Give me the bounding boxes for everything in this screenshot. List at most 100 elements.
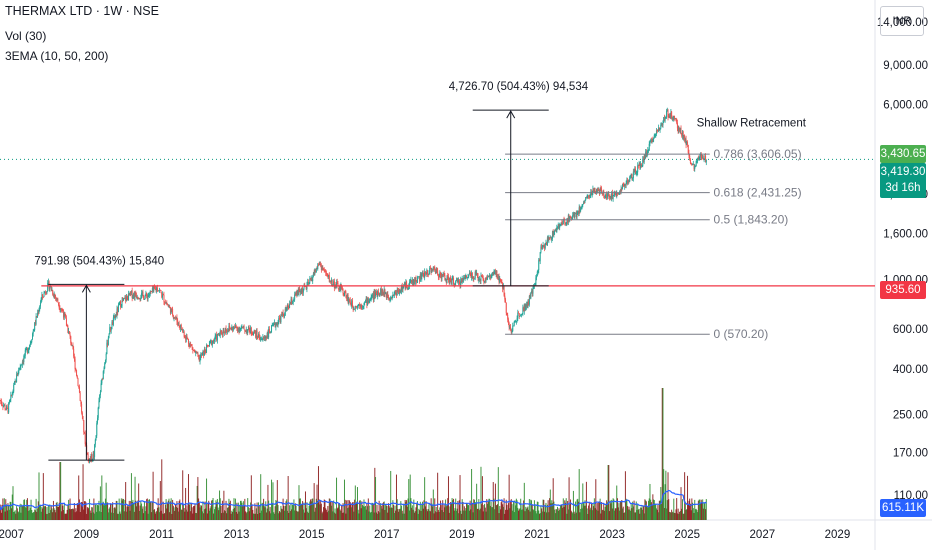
volume-bar bbox=[111, 504, 113, 520]
volume-bar bbox=[163, 513, 165, 520]
volume-bar bbox=[554, 509, 556, 520]
volume-bar bbox=[137, 500, 139, 520]
candle-body bbox=[587, 195, 589, 197]
candle-body bbox=[213, 340, 215, 341]
volume-bar bbox=[699, 499, 701, 520]
volume-bar bbox=[500, 502, 502, 520]
volume-bar bbox=[186, 505, 188, 520]
volume-bar bbox=[99, 486, 101, 520]
volume-bar bbox=[453, 510, 455, 520]
volume-bar bbox=[429, 510, 431, 520]
volume-bar bbox=[552, 478, 554, 520]
candle-body bbox=[395, 292, 397, 296]
volume-bar bbox=[35, 498, 37, 520]
candle-body bbox=[87, 453, 89, 459]
candle-body bbox=[333, 281, 335, 289]
candle-body bbox=[341, 287, 343, 289]
candle-body bbox=[624, 185, 626, 187]
volume-bar bbox=[296, 510, 298, 520]
candle-body bbox=[663, 117, 665, 123]
volume-bar bbox=[94, 504, 96, 520]
candle-body bbox=[415, 277, 417, 281]
volume-bar bbox=[481, 476, 483, 520]
volume-bar bbox=[52, 500, 54, 520]
candle-body bbox=[257, 336, 259, 338]
volume-bar bbox=[81, 501, 83, 520]
candle-body bbox=[408, 286, 410, 288]
candle-body bbox=[125, 297, 127, 301]
candle-body bbox=[79, 392, 81, 401]
volume-bar bbox=[181, 509, 183, 520]
candle-body bbox=[460, 278, 462, 284]
volume-bar bbox=[116, 501, 118, 520]
volume-bar bbox=[624, 471, 626, 520]
volume-bar bbox=[258, 506, 260, 520]
volume-bar bbox=[447, 498, 449, 520]
volume-bar bbox=[588, 502, 590, 520]
volume-bar bbox=[504, 513, 506, 520]
volume-indicator-label[interactable]: Vol (30) bbox=[5, 29, 47, 43]
volume-bar bbox=[385, 505, 387, 520]
volume-bar bbox=[151, 502, 153, 520]
candle-body bbox=[93, 453, 95, 458]
candle-body bbox=[454, 282, 456, 285]
volume-bar bbox=[442, 512, 444, 520]
volume-bar bbox=[112, 502, 114, 520]
currency-button[interactable]: INR bbox=[880, 6, 924, 36]
candle-body bbox=[197, 352, 199, 356]
candle-body bbox=[23, 355, 25, 362]
volume-bar bbox=[584, 500, 586, 520]
candle-body bbox=[117, 308, 119, 313]
volume-bar bbox=[117, 513, 119, 520]
volume-bar bbox=[311, 498, 313, 520]
volume-bar bbox=[319, 504, 321, 520]
candle-body bbox=[135, 292, 137, 296]
volume-bar bbox=[308, 505, 310, 520]
y-tick-label: 1,600.00 bbox=[883, 229, 928, 241]
volume-bar bbox=[215, 500, 217, 520]
candle-body bbox=[419, 276, 421, 282]
candle-body bbox=[113, 315, 115, 318]
volume-bar bbox=[603, 503, 605, 520]
volume-bar bbox=[593, 506, 595, 520]
volume-bar bbox=[595, 479, 597, 520]
candle-body bbox=[243, 325, 245, 330]
volume-bar bbox=[395, 474, 397, 520]
volume-bar bbox=[225, 500, 227, 520]
volume-bar bbox=[125, 482, 127, 520]
candle-body bbox=[145, 292, 147, 297]
volume-bar bbox=[407, 498, 409, 520]
volume-bar bbox=[320, 503, 322, 520]
volume-bar bbox=[597, 510, 599, 520]
ema-indicator-label[interactable]: 3EMA (10, 50, 200) bbox=[5, 49, 109, 63]
candle-body bbox=[260, 339, 262, 341]
volume-bar bbox=[471, 469, 473, 520]
volume-bar bbox=[441, 510, 443, 520]
volume-bar bbox=[558, 508, 560, 520]
candle-body bbox=[28, 347, 30, 351]
volume-bar bbox=[592, 503, 594, 520]
volume-bar bbox=[640, 507, 642, 520]
candle-body bbox=[266, 332, 268, 339]
candle-body bbox=[574, 213, 576, 218]
candle-body bbox=[686, 142, 688, 146]
candle-body bbox=[26, 348, 28, 353]
volume-bar bbox=[617, 507, 619, 520]
volume-bar bbox=[538, 513, 540, 520]
volume-bar bbox=[297, 511, 299, 520]
candle-body bbox=[183, 331, 185, 337]
volume-bar bbox=[285, 501, 287, 520]
candle-body bbox=[369, 298, 371, 301]
candle-body bbox=[472, 276, 474, 279]
volume-bar bbox=[341, 512, 343, 520]
volume-bar bbox=[18, 506, 20, 520]
volume-bar bbox=[681, 508, 683, 520]
candle-body bbox=[13, 384, 15, 392]
candle-body bbox=[649, 141, 651, 144]
candle-body bbox=[386, 294, 388, 298]
candle-body bbox=[685, 138, 687, 146]
candle-body bbox=[84, 433, 86, 445]
volume-bar bbox=[56, 501, 58, 520]
candle-body bbox=[425, 273, 427, 275]
